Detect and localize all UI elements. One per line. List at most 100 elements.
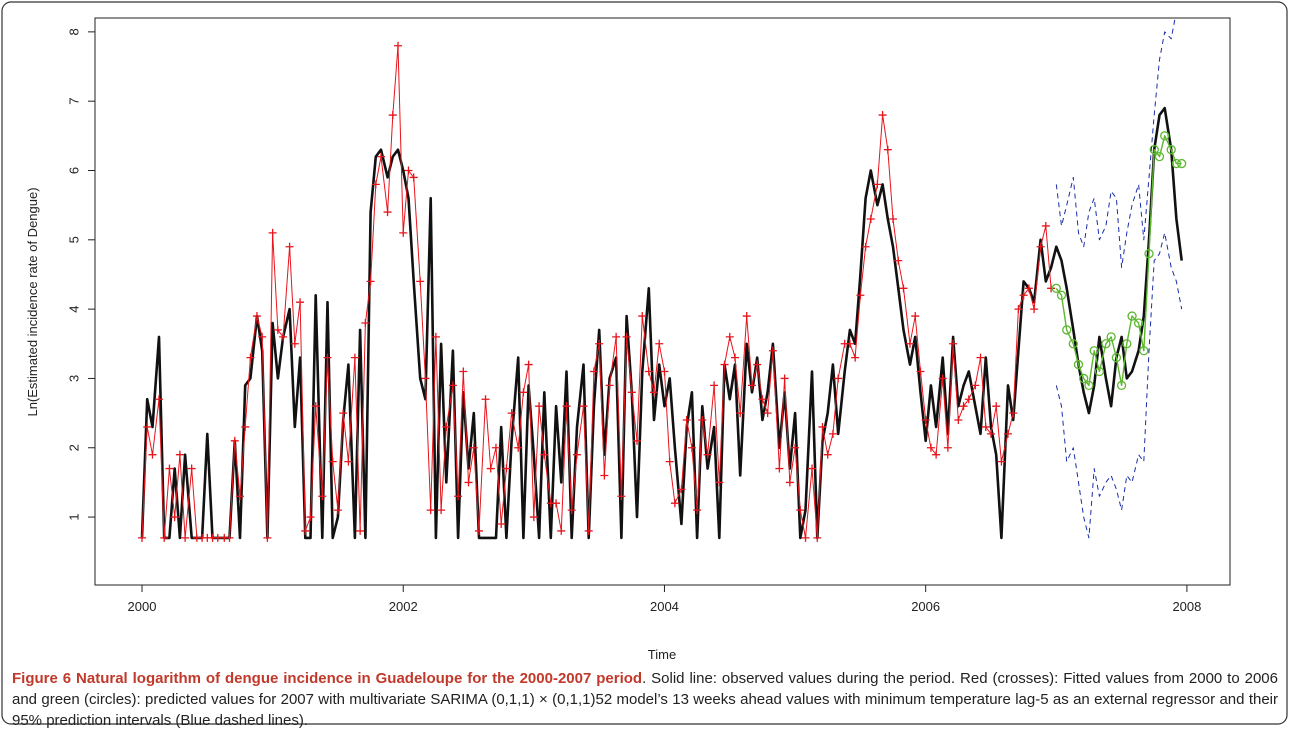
x-tick-label: 2000 xyxy=(128,599,157,614)
circle-marker xyxy=(1160,131,1170,141)
circle-marker xyxy=(1068,339,1078,349)
cross-marker xyxy=(339,409,348,418)
cross-marker xyxy=(851,353,860,362)
circle-marker xyxy=(1171,158,1182,169)
cross-marker xyxy=(154,395,163,404)
cross-marker xyxy=(763,409,772,418)
cross-marker xyxy=(866,215,875,224)
cross-marker xyxy=(241,422,250,431)
cross-marker xyxy=(775,464,784,473)
cross-marker xyxy=(350,353,359,362)
cross-marker xyxy=(730,353,739,362)
cross-marker xyxy=(371,180,380,189)
y-tick-label: 2 xyxy=(66,444,81,451)
cross-marker xyxy=(491,443,500,452)
cross-marker xyxy=(856,291,865,300)
cross-marker xyxy=(437,506,446,515)
circle-marker xyxy=(1149,145,1159,155)
cross-marker xyxy=(258,332,267,341)
circle-marker xyxy=(1094,366,1105,377)
cross-marker xyxy=(290,339,299,348)
cross-marker xyxy=(715,478,724,487)
cross-marker xyxy=(268,228,277,237)
series-line xyxy=(141,45,1052,539)
circle-marker xyxy=(1177,158,1187,169)
cross-marker xyxy=(932,450,941,459)
cross-marker xyxy=(720,360,729,369)
y-axis-label: Ln(Estimated incidence rate of Dengue) xyxy=(25,187,40,416)
cross-marker xyxy=(964,395,973,404)
cross-marker xyxy=(187,464,196,473)
cross-marker xyxy=(572,450,581,459)
cross-marker xyxy=(524,360,533,369)
circle-marker xyxy=(1154,151,1165,162)
cross-marker xyxy=(285,242,294,251)
circle-marker xyxy=(1127,311,1137,321)
cross-marker xyxy=(698,416,707,425)
cross-marker xyxy=(170,513,179,522)
cross-marker xyxy=(921,416,930,425)
cross-marker xyxy=(557,526,566,535)
cross-marker xyxy=(328,457,337,466)
cross-marker xyxy=(416,277,425,286)
cross-marker xyxy=(638,312,647,321)
plot-frame xyxy=(94,17,1231,586)
cross-marker xyxy=(703,450,712,459)
y-tick-label: 5 xyxy=(66,236,81,243)
cross-marker xyxy=(954,416,963,425)
circle-marker xyxy=(1101,339,1111,349)
cross-marker xyxy=(997,457,1006,466)
cross-marker xyxy=(143,422,152,431)
series-line xyxy=(1055,18,1176,268)
y-tick-label: 8 xyxy=(66,28,81,35)
cross-marker xyxy=(431,332,440,341)
cross-marker xyxy=(252,312,261,321)
cross-marker xyxy=(899,284,908,293)
cross-marker xyxy=(665,457,674,466)
cross-marker xyxy=(682,416,691,425)
cross-marker xyxy=(540,450,549,459)
x-tick-label: 2006 xyxy=(911,599,940,614)
cross-marker xyxy=(165,464,174,473)
cross-marker xyxy=(818,422,827,431)
circle-marker xyxy=(1111,352,1122,363)
cross-marker xyxy=(627,388,636,397)
circle-marker xyxy=(1122,339,1132,349)
cross-marker xyxy=(747,381,756,390)
cross-marker xyxy=(160,533,169,542)
cross-marker xyxy=(823,450,832,459)
cross-marker xyxy=(469,443,478,452)
cross-marker xyxy=(801,533,810,542)
circle-marker xyxy=(1133,318,1144,328)
cross-marker xyxy=(459,367,468,376)
cross-marker xyxy=(742,312,751,321)
cross-marker xyxy=(785,478,794,487)
cross-marker xyxy=(394,41,403,50)
cross-marker xyxy=(883,145,892,154)
cross-marker xyxy=(442,422,451,431)
cross-marker xyxy=(448,381,457,390)
cross-marker xyxy=(333,506,342,515)
cross-marker xyxy=(595,339,604,348)
cross-marker xyxy=(655,339,664,348)
cross-marker xyxy=(687,443,696,452)
cross-marker xyxy=(562,402,571,411)
caption: Figure 6 Natural logarithm of dengue inc… xyxy=(12,668,1278,731)
cross-marker xyxy=(1014,305,1023,314)
caption-title: Figure 6 Natural logarithm of dengue inc… xyxy=(12,670,643,687)
circle-marker xyxy=(1079,373,1089,384)
circle-marker xyxy=(1106,332,1116,342)
cross-marker xyxy=(421,374,430,383)
cross-marker xyxy=(808,464,817,473)
cross-marker xyxy=(633,436,642,445)
cross-marker xyxy=(296,298,305,307)
cross-marker xyxy=(404,166,413,175)
circle-marker xyxy=(1139,346,1149,356)
circle-marker xyxy=(1056,290,1067,300)
cross-marker xyxy=(949,339,958,348)
cross-marker xyxy=(567,506,576,515)
cross-marker xyxy=(311,402,320,411)
cross-marker xyxy=(693,506,702,515)
